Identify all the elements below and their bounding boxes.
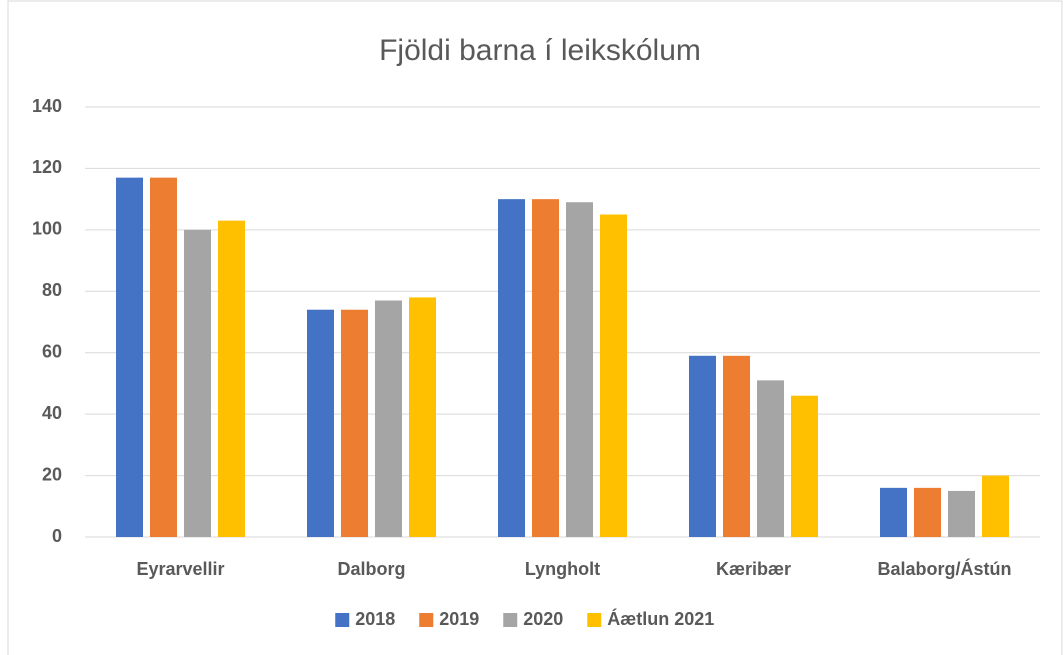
bar (307, 309, 334, 537)
chart-title: Fjöldi barna í leikskólum (379, 34, 701, 67)
bar (532, 199, 559, 537)
legend-label: 2020 (523, 609, 563, 629)
x-tick-label: Dalborg (337, 559, 405, 579)
legend-swatch (419, 613, 434, 627)
bar (757, 380, 784, 537)
legend-swatch (587, 613, 602, 627)
x-tick-label: Lyngholt (525, 559, 600, 579)
y-tick-label: 80 (42, 280, 62, 300)
y-tick-label: 100 (32, 219, 62, 239)
bar (341, 309, 368, 537)
legend-label: 2018 (355, 609, 395, 629)
bar (566, 202, 593, 537)
bar (409, 297, 436, 537)
y-tick-label: 140 (32, 96, 62, 116)
bar (948, 490, 975, 537)
legend-swatch (503, 613, 518, 627)
bar (150, 177, 177, 537)
x-tick-label: Kæribær (716, 559, 791, 579)
y-tick-label: 20 (42, 464, 62, 484)
y-tick-label: 40 (42, 403, 62, 423)
legend-label: 2019 (439, 609, 479, 629)
y-tick-label: 0 (52, 526, 62, 546)
bar (689, 355, 716, 537)
bar (880, 487, 907, 537)
x-tick-label: Balaborg/Ástún (877, 558, 1011, 579)
x-tick-label: Eyrarvellir (136, 559, 224, 579)
legend-swatch (335, 613, 350, 627)
bar (723, 355, 750, 537)
legend-label: Áætlun 2021 (607, 608, 714, 629)
bar (600, 214, 627, 537)
y-tick-label: 60 (42, 341, 62, 361)
bar (982, 475, 1009, 537)
bar (375, 300, 402, 537)
bar (184, 229, 211, 537)
bar (791, 395, 818, 537)
bar (116, 177, 143, 537)
y-tick-label: 120 (32, 157, 62, 177)
bar (498, 199, 525, 537)
bar (914, 487, 941, 537)
bar (218, 220, 245, 537)
